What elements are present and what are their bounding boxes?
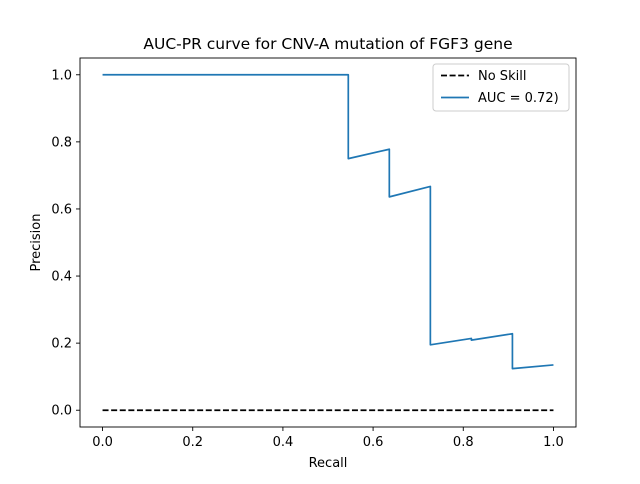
- legend-label-auc: AUC = 0.72): [478, 91, 559, 106]
- x-tick-label: 0.8: [453, 435, 474, 450]
- y-tick-label: 0.6: [51, 202, 72, 217]
- x-axis-label: Recall: [309, 456, 348, 471]
- y-tick-label: 0.2: [51, 337, 72, 352]
- y-axis-ticks: 0.0 0.2 0.4 0.6 0.8 1.0: [51, 68, 80, 419]
- y-tick-label: 0.4: [51, 270, 72, 285]
- legend: No Skill AUC = 0.72): [432, 63, 570, 112]
- y-tick-label: 0.0: [51, 404, 72, 419]
- x-tick-label: 0.2: [182, 435, 203, 450]
- plot-area: [102, 73, 554, 412]
- legend-label-no-skill: No Skill: [478, 69, 526, 84]
- y-tick-label: 0.8: [51, 135, 72, 150]
- series-line-auc: [102, 73, 554, 370]
- y-tick-label: 1.0: [51, 68, 72, 83]
- x-tick-label: 0.6: [363, 435, 384, 450]
- y-axis-label: Precision: [29, 213, 44, 271]
- x-tick-label: 0.4: [273, 435, 294, 450]
- x-tick-label: 1.0: [543, 435, 564, 450]
- x-axis-ticks: 0.0 0.2 0.4 0.6 0.8 1.0: [92, 427, 564, 450]
- chart-title: AUC-PR curve for CNV-A mutation of FGF3 …: [143, 35, 512, 53]
- axes-frame: [79, 57, 577, 428]
- x-tick-label: 0.0: [92, 435, 113, 450]
